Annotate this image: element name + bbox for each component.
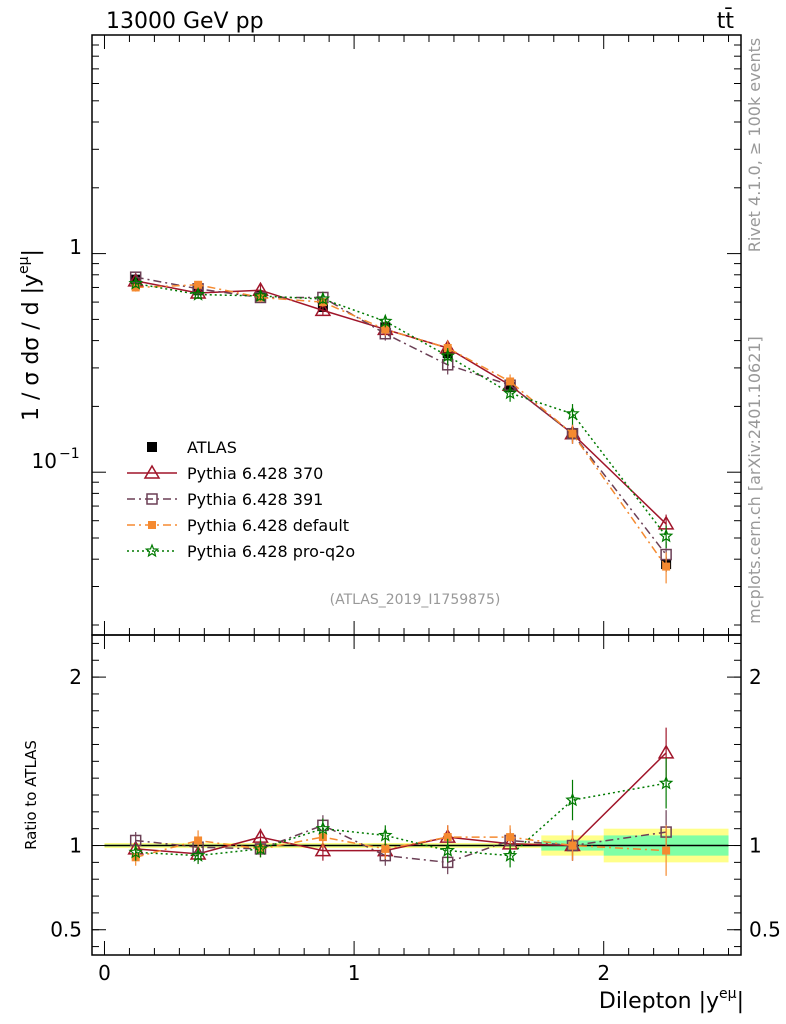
xlabel: Dilepton |yeμ| bbox=[599, 986, 744, 1014]
ratio-point-pdefault bbox=[381, 844, 390, 853]
legend-entry-pdefault: Pythia 6.428 default bbox=[127, 516, 349, 535]
ratio-point-p370 bbox=[657, 744, 675, 759]
ratio-frame bbox=[91, 634, 742, 956]
ratio-point-pq2o bbox=[253, 841, 268, 856]
ratio-point-pdefault bbox=[568, 841, 577, 850]
point-pdefault bbox=[194, 280, 203, 289]
energy-label: 13000 GeV pp bbox=[106, 9, 264, 34]
main-ytick-label-0.1: 10 bbox=[32, 449, 57, 473]
ratio-point-pq2o bbox=[565, 792, 580, 807]
ratio-ylabel: Ratio to ATLAS bbox=[22, 740, 40, 850]
main-panel: 1 10 −1 1 / σ dσ / d |yeμ| (ATLAS_2019_I… bbox=[16, 34, 742, 636]
ratio-point-p370 bbox=[314, 842, 332, 857]
legend-entry-pq2o: Pythia 6.428 pro-q2o bbox=[127, 542, 355, 561]
point-pq2o bbox=[440, 348, 455, 363]
ratio-point-pdefault bbox=[194, 836, 203, 845]
point-pq2o bbox=[502, 385, 518, 400]
point-pq2o bbox=[253, 288, 268, 303]
series-line-p391 bbox=[135, 276, 667, 556]
main-ylabel: 1 / σ dσ / d |yeμ| bbox=[16, 249, 44, 421]
point-pdefault bbox=[662, 562, 671, 571]
legend-entry-p370: Pythia 6.428 370 bbox=[127, 464, 323, 483]
process-label: tt̄ bbox=[717, 8, 735, 34]
ratio-ytick-label-right: 2 bbox=[749, 665, 762, 689]
point-pq2o bbox=[565, 406, 580, 421]
series-line-p370 bbox=[135, 280, 667, 525]
xtick-label: 0 bbox=[98, 961, 111, 985]
legend: ATLAS Pythia 6.428 370 Pythia 6.428 391 Pyt… bbox=[127, 438, 355, 561]
ratio-ytick-label: 1 bbox=[69, 834, 82, 858]
ratio-series-pq2o bbox=[128, 757, 674, 868]
ratio-ytick-label: 0.5 bbox=[50, 918, 82, 942]
ratio-point-pq2o bbox=[190, 847, 206, 862]
mcplots-label: mcplots.cern.ch [arXiv:2401.10621] bbox=[745, 336, 764, 624]
main-ytick-label-0.1-exponent: −1 bbox=[59, 446, 80, 462]
xtick-label: 1 bbox=[348, 961, 361, 985]
series-pq2o bbox=[128, 275, 674, 549]
ratio-point-pq2o bbox=[315, 821, 331, 835]
legend-entry-p391: Pythia 6.428 391 bbox=[127, 490, 323, 509]
ratio-ytick-label-right: 0.5 bbox=[749, 918, 781, 942]
ratio-ytick-label: 2 bbox=[69, 665, 82, 689]
ratio-panel: 0.5 0.5 1 1 2 2 0 1 2 Ratio to ATLAS Dilepton |y… bbox=[22, 634, 781, 1014]
xtick-label: 2 bbox=[597, 961, 610, 985]
point-pdefault bbox=[506, 377, 515, 386]
ratio-point-pdefault bbox=[443, 833, 452, 842]
point-pq2o bbox=[658, 528, 674, 543]
ratio-line-pq2o bbox=[135, 782, 667, 857]
analysis-id: (ATLAS_2019_I1759875) bbox=[330, 592, 501, 608]
ratio-point-pq2o bbox=[658, 775, 674, 790]
point-pq2o bbox=[128, 275, 143, 290]
ratio-ytick-label-right: 1 bbox=[749, 834, 762, 858]
legend-entry-atlas: ATLAS bbox=[147, 438, 237, 457]
point-pq2o bbox=[378, 313, 393, 328]
legend-label-pq2o: Pythia 6.428 pro-q2o bbox=[187, 542, 355, 561]
legend-label-p391: Pythia 6.428 391 bbox=[187, 490, 323, 509]
point-pdefault bbox=[381, 325, 390, 334]
point-pdefault bbox=[568, 429, 577, 438]
main-ytick-label-1: 1 bbox=[69, 235, 82, 259]
ratio-point-pdefault bbox=[506, 833, 515, 842]
legend-label-pdefault: Pythia 6.428 default bbox=[187, 516, 349, 535]
legend-label-p370: Pythia 6.428 370 bbox=[187, 464, 323, 483]
legend-marker-pq2o bbox=[144, 543, 160, 558]
point-p370 bbox=[314, 301, 332, 317]
legend-label-atlas: ATLAS bbox=[187, 438, 237, 457]
series-pdefault bbox=[131, 280, 671, 584]
ratio-point-pq2o bbox=[502, 847, 518, 862]
legend-marker-p391 bbox=[146, 493, 158, 505]
ratio-point-pq2o bbox=[378, 827, 393, 842]
legend-marker-pdefault bbox=[148, 521, 156, 529]
legend-marker-p370 bbox=[143, 464, 161, 479]
ratio-point-pq2o bbox=[440, 842, 455, 857]
point-pq2o bbox=[315, 291, 331, 306]
rivet-label: Rivet 4.1.0, ≥ 100k events bbox=[745, 38, 764, 252]
point-pq2o bbox=[190, 286, 206, 301]
ratio-point-pq2o bbox=[128, 844, 143, 859]
ratio-point-pdefault bbox=[662, 846, 671, 855]
legend-marker-atlas bbox=[147, 442, 157, 452]
